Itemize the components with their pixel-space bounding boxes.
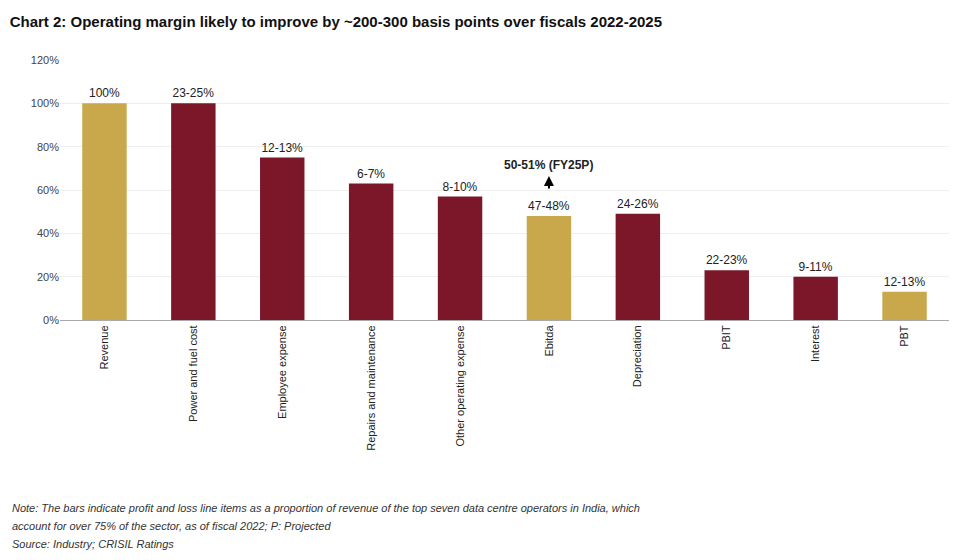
- svg-text:Employee expense: Employee expense: [276, 325, 288, 419]
- svg-text:Other operating expense: Other operating expense: [454, 325, 466, 446]
- svg-text:80%: 80%: [37, 141, 59, 153]
- svg-text:100%: 100%: [89, 86, 120, 100]
- svg-text:0%: 0%: [43, 314, 59, 326]
- svg-text:24-26%: 24-26%: [617, 197, 659, 211]
- svg-text:Ebitda: Ebitda: [543, 325, 555, 357]
- svg-text:Chart 2: Operating margin like: Chart 2: Operating margin likely to impr…: [10, 13, 662, 30]
- svg-text:100%: 100%: [31, 97, 59, 109]
- svg-text:12-13%: 12-13%: [884, 275, 926, 289]
- svg-text:40%: 40%: [37, 227, 59, 239]
- svg-text:20%: 20%: [37, 271, 59, 283]
- svg-text:Revenue: Revenue: [98, 325, 110, 369]
- svg-text:Note: The bars indicate profit: Note: The bars indicate profit and loss …: [12, 502, 640, 514]
- svg-text:Depreciation: Depreciation: [631, 325, 643, 387]
- svg-text:22-23%: 22-23%: [706, 253, 748, 267]
- svg-text:Power and fuel cost: Power and fuel cost: [187, 325, 199, 422]
- svg-text:47-48%: 47-48%: [528, 199, 570, 213]
- svg-text:PBT: PBT: [898, 325, 910, 347]
- svg-text:account for over 75% of the se: account for over 75% of the sector, as o…: [12, 520, 331, 532]
- svg-text:60%: 60%: [37, 184, 59, 196]
- svg-text:120%: 120%: [31, 54, 59, 66]
- svg-text:12-13%: 12-13%: [261, 141, 303, 155]
- svg-text:Source: Industry; CRISIL Ratin: Source: Industry; CRISIL Ratings: [12, 538, 174, 550]
- svg-text:50-51% (FY25P): 50-51% (FY25P): [504, 158, 593, 172]
- svg-text:9-11%: 9-11%: [799, 260, 833, 274]
- svg-text:23-25%: 23-25%: [173, 86, 215, 100]
- svg-text:Interest: Interest: [809, 325, 821, 362]
- svg-text:8-10%: 8-10%: [443, 180, 478, 194]
- svg-text:PBIT: PBIT: [720, 325, 732, 350]
- svg-text:Repairs and maintenance: Repairs and maintenance: [365, 325, 377, 450]
- svg-text:6-7%: 6-7%: [357, 167, 385, 181]
